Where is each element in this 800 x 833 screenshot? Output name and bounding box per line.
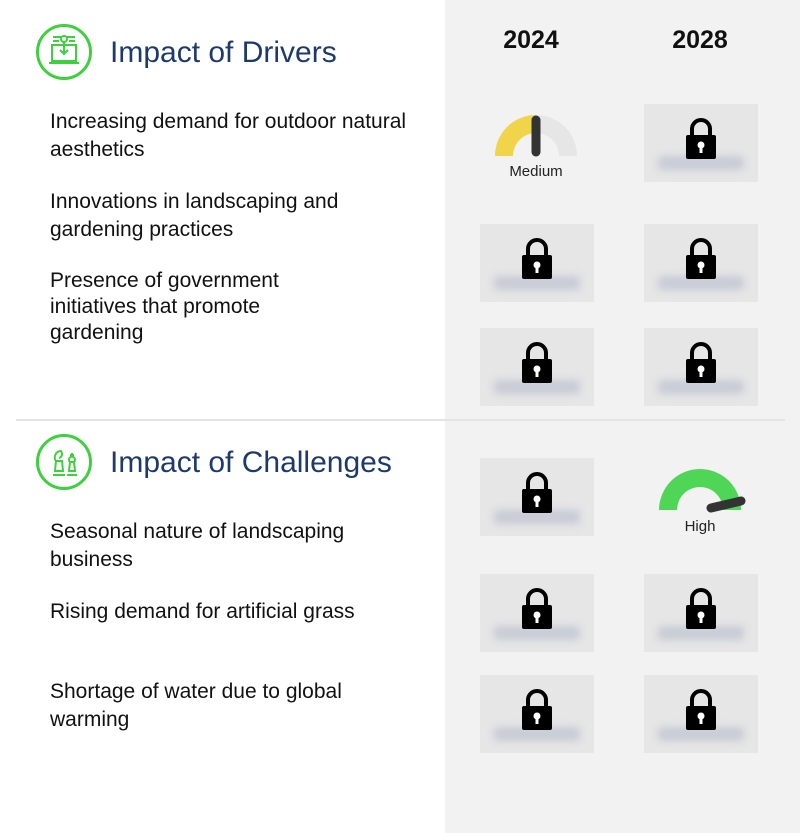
challenge-item: Seasonal nature of landscaping business bbox=[50, 520, 345, 571]
locked-cell[interactable] bbox=[480, 224, 594, 302]
gauge-label: High bbox=[684, 518, 716, 535]
driver-item: Increasing demand for outdoor natural ae… bbox=[50, 110, 407, 161]
locked-cell[interactable] bbox=[480, 458, 594, 536]
locked-cell[interactable] bbox=[480, 675, 594, 753]
lock-icon bbox=[686, 689, 716, 730]
lock-icon bbox=[522, 588, 552, 629]
driver-item: Presence of government initiatives that … bbox=[50, 269, 279, 344]
section-divider bbox=[16, 419, 785, 421]
drivers-title: Impact of Drivers bbox=[110, 36, 337, 69]
locked-cell[interactable] bbox=[644, 224, 758, 302]
lock-icon bbox=[686, 588, 716, 629]
locked-cell[interactable] bbox=[644, 328, 758, 406]
column-header-2028: 2028 bbox=[672, 26, 728, 54]
gauge-high: High bbox=[643, 466, 757, 546]
lock-icon bbox=[522, 238, 552, 279]
chess-pieces-icon bbox=[36, 434, 92, 490]
gauge-medium: Medium bbox=[479, 112, 593, 192]
locked-cell[interactable] bbox=[644, 104, 758, 182]
blurred-text bbox=[658, 626, 744, 640]
lock-icon bbox=[522, 472, 552, 513]
gauge-label: Medium bbox=[509, 163, 563, 180]
lock-icon bbox=[686, 118, 716, 159]
blurred-text bbox=[658, 156, 744, 170]
lock-icon bbox=[522, 342, 552, 383]
lock-icon bbox=[686, 342, 716, 383]
blurred-text bbox=[494, 276, 580, 290]
driver-item: Innovations in landscaping and gardening… bbox=[50, 190, 339, 241]
blurred-text bbox=[494, 510, 580, 524]
challenge-item: Shortage of water due to global warming bbox=[50, 680, 342, 731]
blurred-text bbox=[658, 276, 744, 290]
lock-icon bbox=[686, 238, 716, 279]
blurred-text bbox=[494, 626, 580, 640]
column-header-2024: 2024 bbox=[503, 26, 559, 54]
challenges-title: Impact of Challenges bbox=[110, 446, 392, 479]
challenge-item: Rising demand for artificial grass bbox=[50, 600, 355, 623]
locked-cell[interactable] bbox=[480, 328, 594, 406]
locked-cell[interactable] bbox=[644, 675, 758, 753]
blurred-text bbox=[494, 727, 580, 741]
blurred-text bbox=[494, 380, 580, 394]
blurred-text bbox=[658, 380, 744, 394]
blurred-text bbox=[658, 727, 744, 741]
locked-cell[interactable] bbox=[644, 574, 758, 652]
locked-cell[interactable] bbox=[480, 574, 594, 652]
lock-icon bbox=[522, 689, 552, 730]
laptop-circuit-icon bbox=[36, 24, 92, 80]
